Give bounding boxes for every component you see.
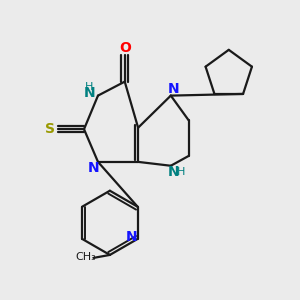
Text: N: N [83, 86, 95, 100]
Text: N: N [168, 165, 180, 179]
Text: N: N [88, 161, 99, 176]
Text: H: H [177, 167, 185, 177]
Text: N: N [168, 82, 180, 96]
Text: CH₃: CH₃ [76, 252, 97, 262]
Text: H: H [85, 82, 93, 92]
Text: N: N [125, 230, 137, 244]
Text: S: S [44, 122, 55, 136]
Text: O: O [119, 41, 131, 56]
